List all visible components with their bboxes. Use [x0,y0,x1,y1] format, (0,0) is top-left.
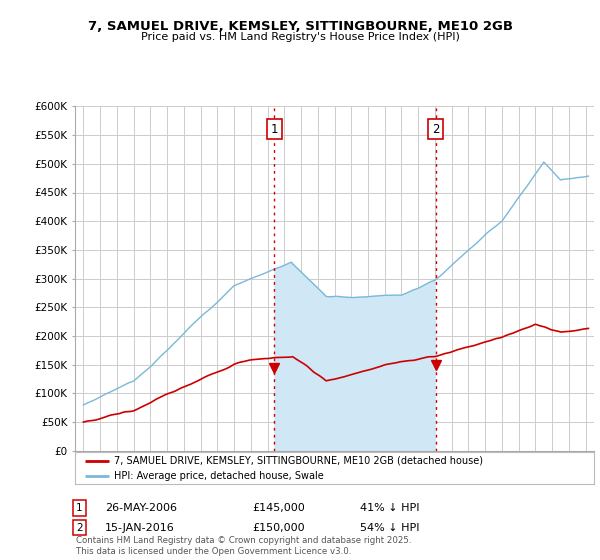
Text: £150,000: £150,000 [252,522,305,533]
Text: 2: 2 [432,123,439,136]
Text: 26-MAY-2006: 26-MAY-2006 [105,503,177,513]
Text: 54% ↓ HPI: 54% ↓ HPI [360,522,419,533]
Text: Price paid vs. HM Land Registry's House Price Index (HPI): Price paid vs. HM Land Registry's House … [140,32,460,43]
Text: 7, SAMUEL DRIVE, KEMSLEY, SITTINGBOURNE, ME10 2GB: 7, SAMUEL DRIVE, KEMSLEY, SITTINGBOURNE,… [88,20,512,32]
Text: HPI: Average price, detached house, Swale: HPI: Average price, detached house, Swal… [114,470,323,480]
Text: Contains HM Land Registry data © Crown copyright and database right 2025.
This d: Contains HM Land Registry data © Crown c… [76,536,412,556]
Text: 2: 2 [76,522,83,533]
Text: 41% ↓ HPI: 41% ↓ HPI [360,503,419,513]
Text: 1: 1 [271,123,278,136]
Text: 7, SAMUEL DRIVE, KEMSLEY, SITTINGBOURNE, ME10 2GB (detached house): 7, SAMUEL DRIVE, KEMSLEY, SITTINGBOURNE,… [114,456,483,466]
Text: 1: 1 [76,503,83,513]
Text: 15-JAN-2016: 15-JAN-2016 [105,522,175,533]
Text: £145,000: £145,000 [252,503,305,513]
